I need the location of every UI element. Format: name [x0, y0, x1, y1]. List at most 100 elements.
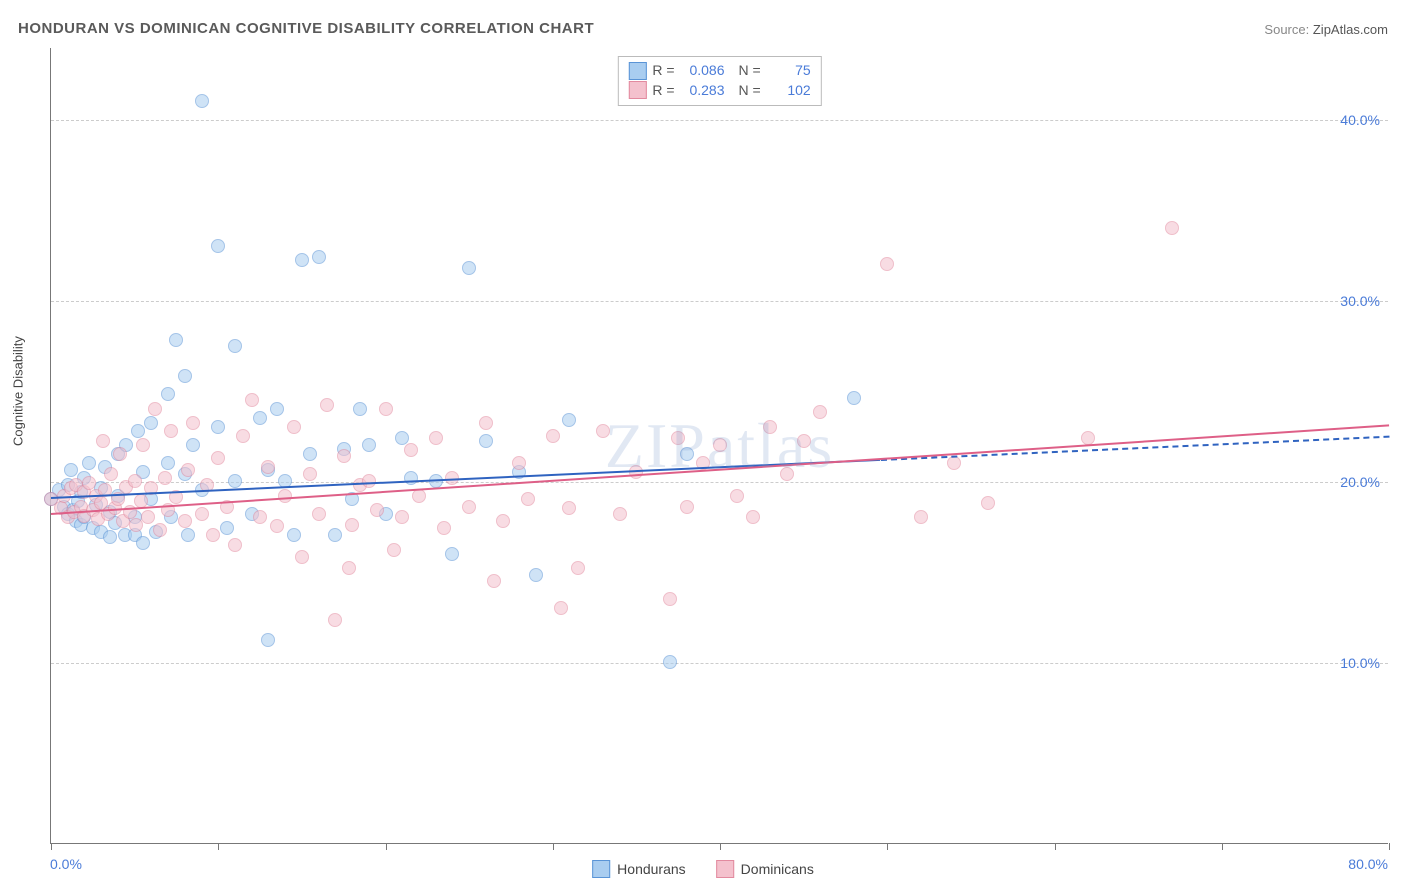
- gridline: [51, 482, 1388, 483]
- data-point: [320, 398, 334, 412]
- series-legend: Hondurans Dominicans: [592, 860, 814, 878]
- data-point: [131, 424, 145, 438]
- data-point: [228, 538, 242, 552]
- source-label: Source:: [1264, 22, 1309, 37]
- data-point: [287, 528, 301, 542]
- data-point: [746, 510, 760, 524]
- data-point: [236, 429, 250, 443]
- y-tick-label: 40.0%: [1340, 112, 1380, 128]
- data-point: [211, 420, 225, 434]
- data-point: [345, 518, 359, 532]
- data-point: [813, 405, 827, 419]
- data-point: [303, 467, 317, 481]
- y-tick-label: 20.0%: [1340, 474, 1380, 490]
- data-point: [571, 561, 585, 575]
- data-point: [521, 492, 535, 506]
- data-point: [947, 456, 961, 470]
- data-point: [437, 521, 451, 535]
- data-point: [195, 94, 209, 108]
- data-point: [128, 474, 142, 488]
- x-tick: [887, 843, 888, 850]
- plot-area: 10.0%20.0%30.0%40.0% ZIPatlas R = 0.086 …: [50, 48, 1388, 844]
- data-point: [981, 496, 995, 510]
- n-value-hondurans: 75: [767, 61, 811, 81]
- data-point: [429, 431, 443, 445]
- legend-row-dominicans: R = 0.283 N = 102: [628, 81, 810, 101]
- data-point: [103, 530, 117, 544]
- r-label: R =: [652, 81, 674, 101]
- data-point: [228, 339, 242, 353]
- data-point: [529, 568, 543, 582]
- data-point: [144, 416, 158, 430]
- data-point: [181, 528, 195, 542]
- data-point: [186, 438, 200, 452]
- data-point: [562, 501, 576, 515]
- data-point: [136, 438, 150, 452]
- data-point: [253, 510, 267, 524]
- data-point: [445, 547, 459, 561]
- chart-title: HONDURAN VS DOMINICAN COGNITIVE DISABILI…: [18, 20, 594, 37]
- n-value-dominicans: 102: [767, 81, 811, 101]
- data-point: [462, 261, 476, 275]
- data-point: [663, 592, 677, 606]
- data-point: [342, 561, 356, 575]
- data-point: [680, 447, 694, 461]
- data-point: [1165, 221, 1179, 235]
- trend-line-ext: [881, 435, 1390, 460]
- data-point: [169, 333, 183, 347]
- data-point: [64, 463, 78, 477]
- r-label: R =: [652, 61, 674, 81]
- data-point: [487, 574, 501, 588]
- data-point: [287, 420, 301, 434]
- n-label: N =: [739, 61, 761, 81]
- data-point: [328, 528, 342, 542]
- data-point: [596, 424, 610, 438]
- data-point: [613, 507, 627, 521]
- x-tick: [386, 843, 387, 850]
- x-tick: [218, 843, 219, 850]
- source-value: ZipAtlas.com: [1313, 22, 1388, 37]
- data-point: [797, 434, 811, 448]
- data-point: [295, 253, 309, 267]
- data-point: [270, 402, 284, 416]
- data-point: [847, 391, 861, 405]
- data-point: [462, 500, 476, 514]
- x-max-label: 80.0%: [1348, 856, 1388, 872]
- data-point: [148, 402, 162, 416]
- swatch-hondurans: [592, 860, 610, 878]
- y-axis-label: Cognitive Disability: [11, 336, 26, 446]
- data-point: [337, 449, 351, 463]
- gridline: [51, 663, 1388, 664]
- data-point: [261, 460, 275, 474]
- x-tick: [553, 843, 554, 850]
- data-point: [113, 447, 127, 461]
- data-point: [253, 411, 267, 425]
- data-point: [546, 429, 560, 443]
- data-point: [181, 463, 195, 477]
- data-point: [153, 523, 167, 537]
- data-point: [395, 431, 409, 445]
- legend-item-dominicans: Dominicans: [716, 860, 814, 878]
- data-point: [228, 474, 242, 488]
- data-point: [663, 655, 677, 669]
- data-point: [914, 510, 928, 524]
- source-attribution: Source: ZipAtlas.com: [1264, 22, 1388, 37]
- data-point: [1081, 431, 1095, 445]
- swatch-dominicans: [716, 860, 734, 878]
- x-tick: [720, 843, 721, 850]
- data-point: [104, 467, 118, 481]
- x-tick: [1222, 843, 1223, 850]
- data-point: [278, 489, 292, 503]
- data-point: [680, 500, 694, 514]
- legend-item-hondurans: Hondurans: [592, 860, 686, 878]
- data-point: [479, 416, 493, 430]
- data-point: [82, 456, 96, 470]
- data-point: [512, 456, 526, 470]
- data-point: [161, 456, 175, 470]
- x-min-label: 0.0%: [50, 856, 82, 872]
- data-point: [379, 402, 393, 416]
- data-point: [404, 443, 418, 457]
- data-point: [362, 438, 376, 452]
- data-point: [880, 257, 894, 271]
- data-point: [158, 471, 172, 485]
